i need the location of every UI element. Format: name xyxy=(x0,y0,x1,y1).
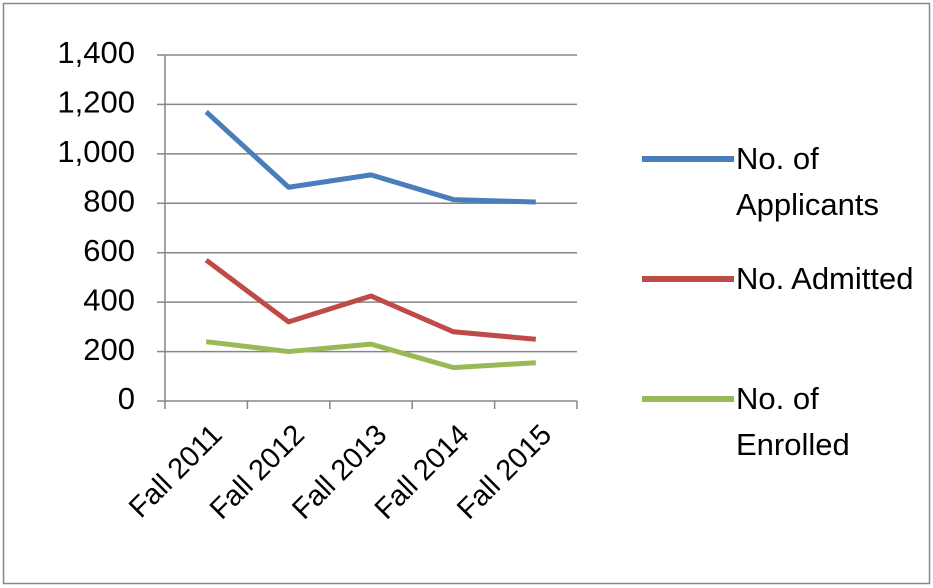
legend-label: No. of Enrolled xyxy=(736,381,850,462)
y-tick-label: 1,400 xyxy=(57,35,135,70)
y-tick-label: 200 xyxy=(83,332,135,367)
legend-label: No. Admitted xyxy=(736,261,914,296)
legend-swatch xyxy=(642,396,734,402)
series-line xyxy=(204,258,537,342)
series-line xyxy=(205,339,536,371)
series-line xyxy=(204,109,536,205)
y-tick-label: 0 xyxy=(118,381,135,416)
y-tick-label: 1,000 xyxy=(57,134,135,169)
y-tick-label: 400 xyxy=(83,282,135,317)
y-tick-label: 800 xyxy=(83,183,135,218)
legend-label: No. of Applicants xyxy=(736,141,880,222)
legend-swatch xyxy=(642,276,734,282)
y-tick-label: 1,200 xyxy=(57,85,135,120)
y-tick-label: 600 xyxy=(83,233,135,268)
legend-swatch xyxy=(642,156,734,162)
